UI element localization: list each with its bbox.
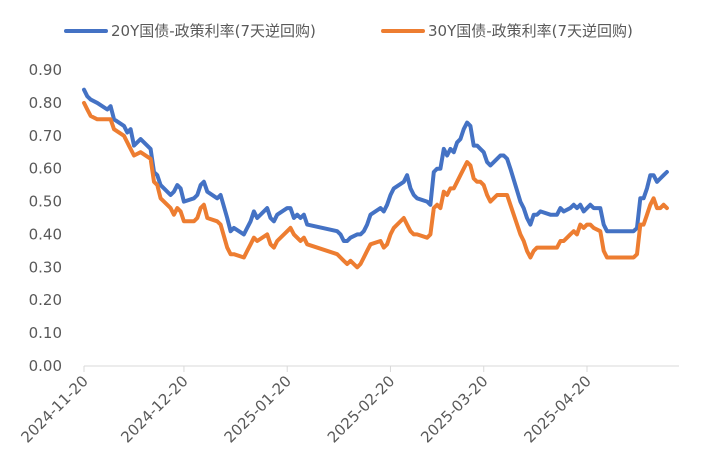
y-tick-label: 0.30: [29, 258, 62, 276]
y-tick-label: 0.70: [29, 127, 62, 145]
y-tick-label: 0.60: [29, 160, 62, 178]
legend: 20Y国债-政策利率(7天逆回购) 30Y国债-政策利率(7天逆回购): [64, 22, 633, 40]
series-layer: [82, 87, 669, 270]
x-axis: 2024-11-20 2024-12-20 2025-01-20 2025-02-20…: [17, 365, 679, 446]
y-tick-label: 0.00: [29, 357, 62, 375]
y-tick-label: 0.20: [29, 291, 62, 309]
x-tick-label: 2025-01-20: [221, 372, 295, 446]
y-tick-label: 0.50: [29, 193, 62, 211]
x-tick-label: 2025-02-20: [324, 372, 398, 446]
y-axis: 0.00 0.10 0.20 0.30 0.40 0.50 0.60 0.70 0.80 0.90: [29, 61, 62, 375]
y-tick-label: 0.40: [29, 225, 62, 243]
series-line-1: [82, 87, 669, 243]
x-tick-label: 2024-11-20: [17, 372, 91, 446]
x-tick-label: 2025-04-20: [520, 372, 594, 446]
series-line-2: [82, 100, 669, 270]
x-tick-label: 2024-12-20: [117, 372, 191, 446]
y-tick-label: 0.80: [29, 94, 62, 112]
legend-label-2: 30Y国债-政策利率(7天逆回购): [428, 22, 633, 40]
legend-label-1: 20Y国债-政策利率(7天逆回购): [111, 22, 316, 40]
y-tick-label: 0.90: [29, 61, 62, 79]
x-tick-label: 2025-03-20: [417, 372, 491, 446]
y-tick-label: 0.10: [29, 324, 62, 342]
